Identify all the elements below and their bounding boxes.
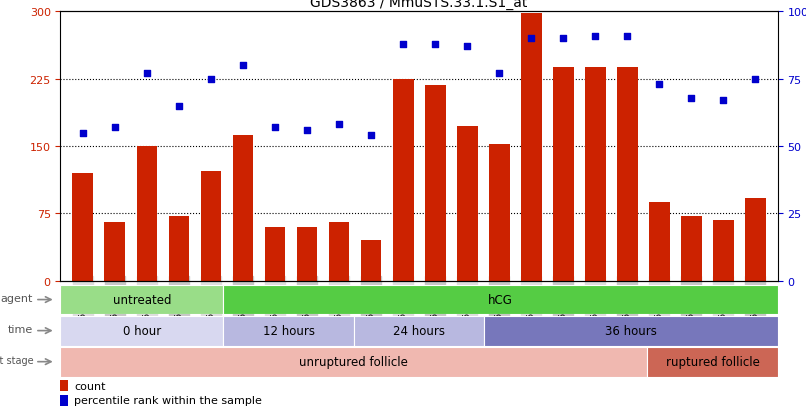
Bar — [60, 285, 223, 315]
Text: percentile rank within the sample: percentile rank within the sample — [74, 395, 262, 405]
Bar — [488, 145, 509, 281]
Bar — [354, 316, 484, 346]
Bar — [168, 216, 189, 281]
Point — [236, 63, 249, 69]
Point — [172, 103, 185, 110]
Bar — [681, 216, 702, 281]
Point — [685, 95, 698, 102]
Text: development stage: development stage — [0, 355, 33, 365]
Text: 0 hour: 0 hour — [123, 324, 161, 337]
Text: hCG: hCG — [488, 293, 513, 306]
Text: ruptured follicle: ruptured follicle — [666, 355, 759, 368]
Point — [205, 76, 218, 83]
Text: agent: agent — [1, 293, 33, 303]
Bar — [223, 316, 354, 346]
Bar — [553, 68, 574, 281]
Bar — [745, 199, 766, 281]
Bar — [521, 14, 542, 281]
Text: time: time — [8, 324, 33, 334]
Bar — [425, 86, 446, 281]
Bar — [649, 202, 670, 281]
Point — [492, 71, 505, 78]
Bar — [264, 227, 285, 281]
Point — [525, 36, 538, 43]
Point — [557, 36, 570, 43]
Point — [77, 130, 89, 137]
Point — [140, 71, 153, 78]
Bar — [60, 380, 69, 391]
Bar — [329, 223, 350, 281]
Bar — [136, 147, 157, 281]
Bar — [617, 68, 638, 281]
Point — [364, 133, 377, 139]
Point — [749, 76, 762, 83]
Point — [621, 33, 634, 40]
Bar — [297, 227, 318, 281]
Text: 24 hours: 24 hours — [393, 324, 445, 337]
Point — [268, 125, 281, 131]
Bar — [233, 136, 253, 281]
Bar — [713, 220, 733, 281]
Point — [109, 125, 122, 131]
Bar — [105, 223, 125, 281]
Bar — [393, 79, 413, 281]
Point — [461, 44, 474, 51]
Bar — [73, 173, 93, 281]
Bar — [484, 316, 778, 346]
Bar — [223, 285, 778, 315]
Bar — [585, 68, 605, 281]
Bar — [457, 127, 478, 281]
Bar — [60, 395, 69, 406]
Bar — [60, 347, 647, 377]
Text: unruptured follicle: unruptured follicle — [300, 355, 409, 368]
Title: GDS3863 / MmuSTS.33.1.S1_at: GDS3863 / MmuSTS.33.1.S1_at — [310, 0, 528, 10]
Text: untreated: untreated — [113, 293, 171, 306]
Point — [301, 127, 314, 134]
Text: 12 hours: 12 hours — [263, 324, 314, 337]
Bar — [360, 240, 381, 281]
Point — [397, 41, 409, 48]
Point — [589, 33, 602, 40]
Text: 36 hours: 36 hours — [605, 324, 657, 337]
Bar — [60, 316, 223, 346]
Bar — [201, 172, 222, 281]
Text: count: count — [74, 381, 106, 391]
Point — [333, 122, 346, 128]
Point — [429, 41, 442, 48]
Point — [717, 98, 729, 104]
Point — [653, 82, 666, 88]
Bar — [647, 347, 778, 377]
